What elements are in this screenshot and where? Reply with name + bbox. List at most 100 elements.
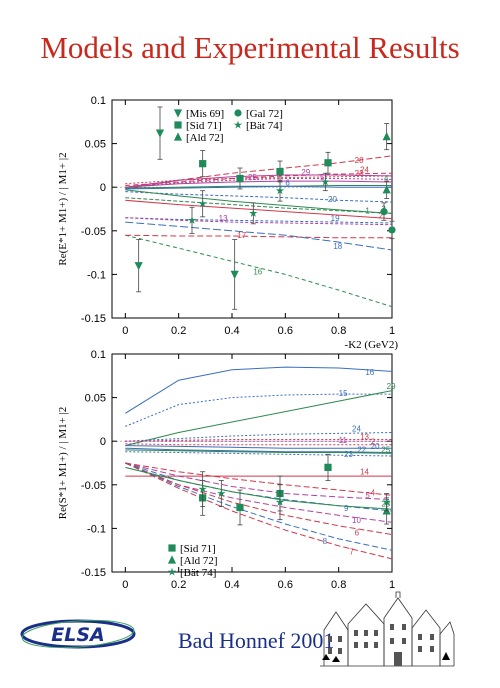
legend-marker [168,544,176,552]
curve-label: 29 [301,168,310,177]
y-tick-label: -0.05 [81,226,106,238]
legend-label: [Gal 72] [246,108,283,120]
x-tick-label: 0.8 [331,579,346,588]
model-curve-23 [125,451,393,457]
model-curve-24 [125,172,393,186]
x-tick-label: 0 [122,579,128,588]
model-curve-17 [125,234,392,239]
curve-label: 5 [320,173,325,182]
y-tick-label: -0.15 [81,567,106,579]
legend-label: [Ald 72] [186,132,224,144]
x-tick-label: 0.6 [278,579,293,588]
curves: 1617181920232428291234561325 [125,155,393,308]
data-point [230,270,239,279]
curve-label: 13 [360,432,369,441]
model-curve-2 [125,199,393,220]
legend-label: [Mis 69] [186,108,224,120]
data-point [388,226,396,234]
model-curve-5 [125,462,393,501]
data-point [275,497,285,506]
data-point [324,159,332,167]
page-title: Models and Experimental Results [40,30,460,65]
y-tick-label: -0.15 [81,313,106,325]
data-point [321,177,330,186]
building-sketch [320,591,455,667]
model-curve-7 [125,462,393,560]
model-curve-3 [125,197,393,214]
data-point [217,489,226,498]
model-curve-10 [125,462,393,523]
points [134,106,396,310]
elsa-logo: ELSA [20,619,136,649]
x-tick-label: 1 [389,325,395,337]
curve-label: 22 [357,446,366,455]
curve-label: 14 [360,467,369,476]
legend-marker [167,555,177,564]
data-point [155,129,165,138]
model-curve-29 [125,178,393,188]
legend-label: [Bät 74] [180,567,216,579]
model-curve-5 [125,180,393,188]
x-tick-label: 0.2 [171,325,186,337]
y-tick-label: 0.1 [91,349,106,361]
y-tick-label: 0.05 [85,393,106,405]
data-point [236,503,244,512]
curve-label: 2 [379,212,384,221]
plot-frame [111,353,393,573]
legend-marker [173,132,183,141]
x-tick-label: 1 [389,579,395,588]
data-point [324,463,332,471]
data-point [249,208,258,217]
legend-marker [233,120,243,129]
data-point [198,199,207,208]
y-tick-label: -0.1 [87,269,106,281]
axes: 0 0.2 0.4 0.6 0.8 1 0.1 0.05 0 -0.05 -0.1 -0.15 Re(E… [57,95,398,350]
x-tick-label: 0.2 [171,579,186,588]
x-tick-label: 0.6 [278,325,293,337]
curve-label: 7 [349,548,354,557]
curve-label: 28 [355,156,364,165]
legend-marker [167,567,177,576]
legend-label: [Sid 71] [186,120,222,132]
curve-label: 4 [371,488,376,497]
curve-label: 25 [248,173,257,182]
legend-marker [174,121,182,129]
curve-label: 18 [333,242,342,251]
y-axis-label: Re(E*1+ M1+) / | M1+ |2 [57,152,69,265]
model-curve-18 [125,221,393,251]
model-curve-9 [125,462,393,512]
curve-label: 4 [384,174,389,183]
curve-label: 2 [371,438,376,447]
model-curve-25 [125,174,393,188]
data-point [199,160,207,168]
curve-label: 13 [219,214,228,223]
legend-marker [234,109,242,117]
legend-label: [Ald 72] [180,555,218,567]
logo-text: ELSA [51,624,104,646]
data-point [187,215,197,224]
model-curve-20 [125,191,393,203]
legend: [Sid 71][Ald 72][Bät 74] [167,543,218,579]
model-curve-13 [125,439,392,442]
chart-bottom: 0 0.2 0.4 0.6 0.8 1 0.1 0.05 0 -0.05 -0.1 -0.15 Re(S… [57,349,396,588]
model-curve-6 [125,462,393,535]
y-tick-label: 0.05 [85,139,106,151]
model-curve-20 [125,445,392,449]
curve-label: 16 [365,368,374,377]
data-point [382,497,391,506]
model-curve-28 [125,466,393,510]
curve-label: 16 [253,267,262,276]
legend-label: [Sid 71] [180,543,216,555]
legend-label: [Bät 74] [246,120,282,132]
model-curve-13 [125,217,393,226]
data-point [382,185,391,194]
y-tick-label: -0.05 [81,480,106,492]
curve-label: 24 [352,425,361,434]
curve-label: 5 [365,491,370,500]
model-curve-15 [125,393,392,427]
curve-label: 8 [323,537,328,546]
model-curve-2 [125,443,392,446]
model-curve-19 [125,217,393,224]
model-curve-6 [125,185,392,190]
points [198,453,391,526]
